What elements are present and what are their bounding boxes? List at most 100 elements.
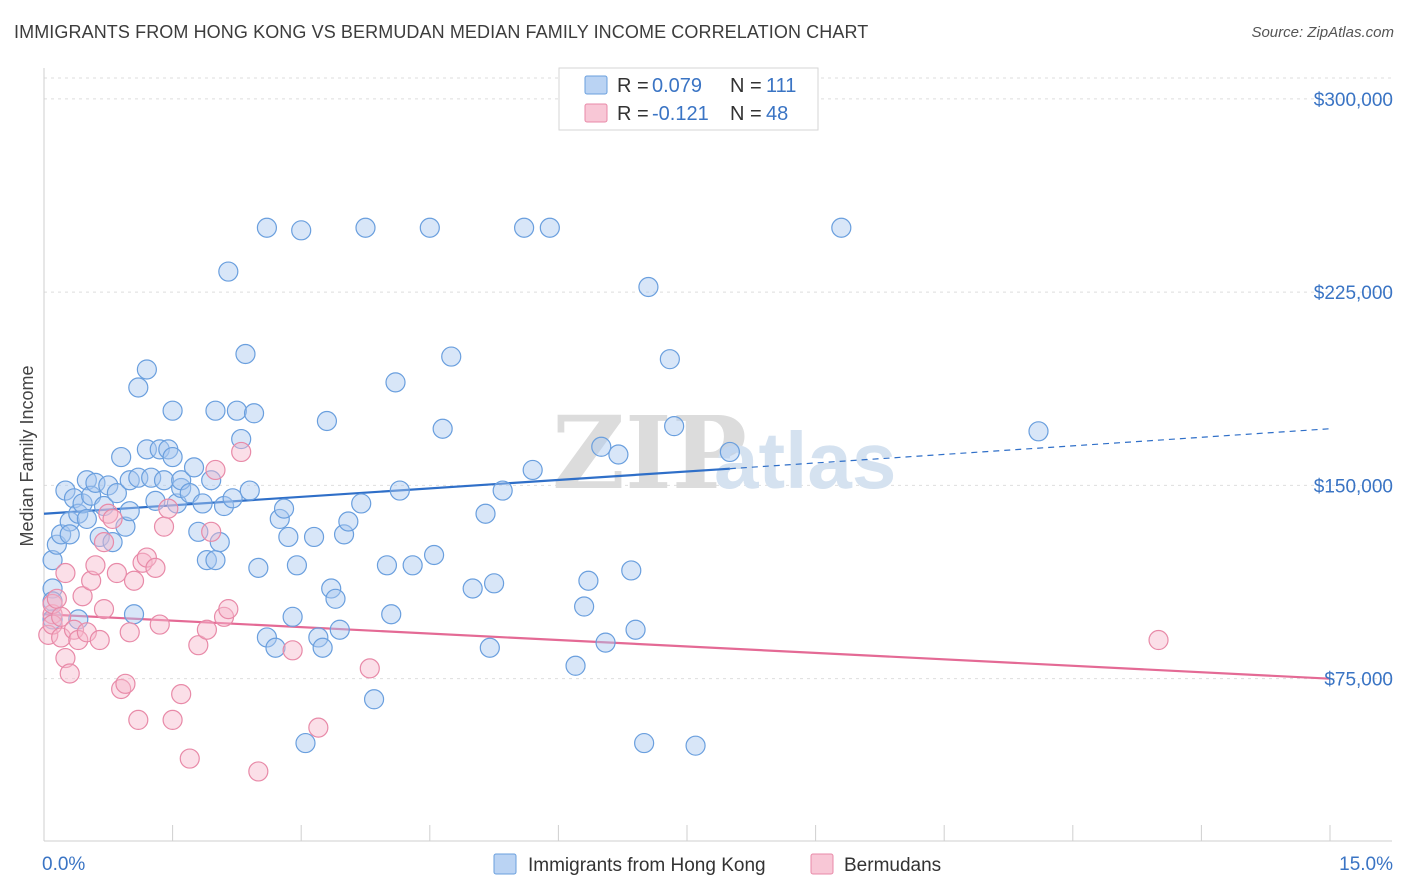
watermark-atlas: atlas bbox=[714, 416, 896, 505]
point-0-90 bbox=[462, 578, 483, 599]
point-1-37 bbox=[201, 521, 222, 542]
point-1-9 bbox=[59, 663, 80, 684]
point-1-14 bbox=[81, 570, 102, 591]
point-0-47 bbox=[205, 400, 226, 421]
bottom-legend-label-pink: Bermudans bbox=[844, 855, 941, 876]
point-1-19 bbox=[102, 508, 123, 530]
point-0-68 bbox=[295, 732, 316, 754]
point-0-33 bbox=[149, 439, 170, 460]
point-1-24 bbox=[123, 570, 145, 591]
point-0-104 bbox=[621, 560, 642, 581]
point-0-25 bbox=[119, 501, 140, 522]
point-0-95 bbox=[514, 217, 535, 238]
x-tick-label-0: 0.0% bbox=[42, 854, 85, 875]
point-1-0 bbox=[38, 624, 59, 645]
legend-n-value-blue: 111 bbox=[766, 75, 796, 97]
point-1-27 bbox=[136, 547, 157, 568]
point-0-44 bbox=[192, 493, 213, 514]
point-0-60 bbox=[256, 627, 278, 648]
legend-swatch-blue bbox=[584, 75, 608, 95]
point-0-96 bbox=[522, 459, 543, 481]
point-0-62 bbox=[269, 508, 290, 530]
point-0-87 bbox=[423, 544, 445, 566]
axes bbox=[43, 68, 1392, 842]
point-0-110 bbox=[685, 735, 706, 756]
point-0-83 bbox=[385, 372, 406, 393]
point-0-75 bbox=[329, 619, 350, 640]
point-0-74 bbox=[325, 588, 346, 609]
point-1-7 bbox=[55, 647, 76, 669]
point-0-102 bbox=[595, 632, 616, 653]
y-tick-label-2: $225,000 bbox=[1314, 283, 1393, 304]
point-0-112 bbox=[831, 217, 852, 238]
point-0-86 bbox=[419, 217, 440, 238]
legend-n-label-pink: N = bbox=[730, 103, 762, 125]
point-1-36 bbox=[196, 619, 217, 640]
point-0-48 bbox=[205, 550, 226, 571]
point-0-55 bbox=[235, 343, 256, 365]
legend: R = 0.079 N = 111 R = -0.121 N = 48 bbox=[558, 67, 819, 131]
point-0-113 bbox=[1028, 421, 1049, 442]
gridlines bbox=[44, 77, 1392, 680]
point-1-41 bbox=[231, 441, 252, 463]
point-1-38 bbox=[205, 459, 226, 481]
point-1-5 bbox=[51, 606, 72, 627]
point-1-11 bbox=[68, 629, 89, 651]
point-0-70 bbox=[308, 627, 329, 648]
point-0-20 bbox=[102, 532, 123, 553]
point-0-88 bbox=[432, 418, 453, 439]
point-0-76 bbox=[333, 524, 355, 545]
point-1-32 bbox=[162, 709, 183, 730]
point-1-35 bbox=[188, 635, 209, 656]
point-0-81 bbox=[376, 555, 398, 576]
point-0-34 bbox=[153, 470, 175, 491]
point-0-78 bbox=[351, 493, 372, 514]
trend-line-dashed-0 bbox=[729, 428, 1331, 470]
bottom-legend-label-blue: Immigrants from Hong Kong bbox=[528, 855, 766, 876]
point-1-46 bbox=[1148, 629, 1169, 651]
bottom-legend-swatch-blue bbox=[493, 853, 517, 875]
point-1-6 bbox=[51, 627, 72, 648]
point-0-30 bbox=[136, 359, 157, 380]
point-0-69 bbox=[303, 526, 325, 548]
watermark: ZIP atlas bbox=[552, 394, 896, 512]
point-0-109 bbox=[664, 416, 685, 437]
point-0-50 bbox=[213, 495, 235, 517]
y-tick-label-0: $75,000 bbox=[1324, 670, 1393, 691]
point-0-92 bbox=[479, 637, 500, 658]
point-0-103 bbox=[608, 444, 629, 465]
point-1-13 bbox=[76, 622, 97, 643]
point-0-21 bbox=[106, 483, 127, 504]
point-1-34 bbox=[179, 748, 200, 769]
point-1-8 bbox=[55, 562, 76, 584]
legend-r-label-pink: R = bbox=[617, 103, 649, 125]
point-0-58 bbox=[248, 557, 269, 578]
point-0-64 bbox=[278, 526, 299, 548]
legend-r-label-blue: R = bbox=[617, 75, 649, 97]
point-1-42 bbox=[248, 761, 269, 782]
legend-r-value-blue: 0.079 bbox=[652, 75, 702, 97]
point-1-23 bbox=[119, 622, 140, 643]
x-tick-label-1: 15.0% bbox=[1339, 854, 1393, 875]
point-0-63 bbox=[273, 498, 295, 519]
point-1-47 bbox=[93, 532, 115, 553]
point-0-57 bbox=[243, 403, 265, 424]
point-0-56 bbox=[239, 480, 260, 501]
point-0-98 bbox=[565, 655, 586, 676]
point-0-65 bbox=[282, 606, 303, 627]
y-tick-label-3: $300,000 bbox=[1314, 90, 1393, 111]
point-0-19 bbox=[98, 475, 119, 496]
point-0-49 bbox=[209, 532, 230, 553]
point-0-79 bbox=[355, 217, 376, 238]
trend-line-0 bbox=[43, 467, 730, 515]
data-points bbox=[38, 217, 1169, 782]
point-0-61 bbox=[265, 637, 286, 658]
point-1-33 bbox=[171, 684, 192, 705]
legend-swatch-pink bbox=[584, 103, 608, 123]
legend-r-value-pink: -0.121 bbox=[652, 103, 709, 125]
point-1-30 bbox=[153, 516, 175, 537]
point-0-106 bbox=[634, 732, 655, 754]
point-0-22 bbox=[111, 446, 132, 468]
point-0-45 bbox=[196, 550, 217, 571]
